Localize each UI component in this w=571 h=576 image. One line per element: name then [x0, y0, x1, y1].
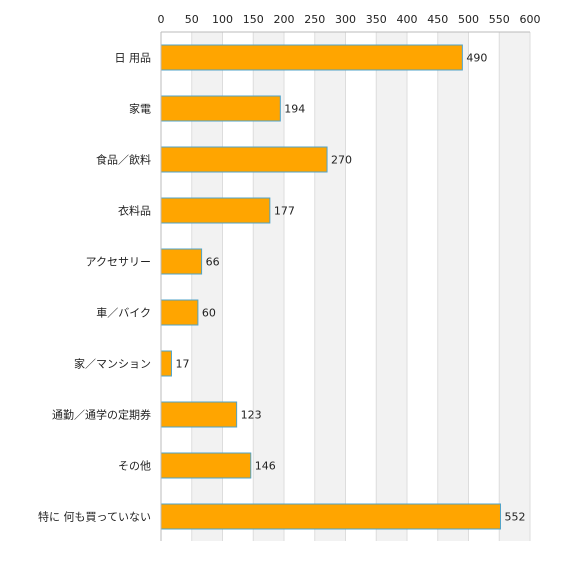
- bars: [160, 44, 501, 530]
- x-tick-label: 150: [243, 13, 264, 26]
- category-label: 食品／飲料: [96, 153, 151, 167]
- x-tick-label: 250: [304, 13, 325, 26]
- bar: [160, 452, 252, 479]
- category-label: アクセサリー: [86, 256, 151, 269]
- category-label: 通勤／通学の定期券: [52, 408, 151, 422]
- category-label: 家電: [129, 102, 151, 116]
- category-label: 家／マンション: [74, 357, 151, 371]
- background-band: [314, 32, 346, 541]
- x-tick-label: 400: [397, 13, 418, 26]
- category-label: 日 用品: [115, 52, 152, 65]
- data-label: 270: [331, 154, 352, 167]
- category-label: 車／バイク: [96, 306, 151, 320]
- data-label: 490: [466, 52, 487, 65]
- background-band: [437, 32, 469, 541]
- category-label: その他: [118, 460, 151, 473]
- background-band: [499, 32, 530, 541]
- category-label: 衣料品: [118, 204, 151, 218]
- bar: [160, 95, 281, 122]
- x-tick-label: 600: [520, 13, 541, 26]
- x-tick-label: 0: [158, 13, 165, 26]
- bar: [160, 299, 199, 326]
- data-label: 194: [284, 103, 305, 116]
- data-label: 177: [274, 205, 295, 218]
- bar: [160, 503, 501, 530]
- x-tick-label: 350: [366, 13, 387, 26]
- data-label: 552: [504, 511, 525, 524]
- data-label: 60: [202, 307, 216, 320]
- x-axis-ticks: 0 50 100 150 200 250 300 350 400 450 500 550 600: [158, 13, 541, 26]
- bar: [160, 248, 203, 275]
- category-label: 特に 何も買っていない: [38, 510, 151, 524]
- bar: [160, 401, 238, 428]
- bar: [160, 146, 328, 173]
- x-tick-label: 100: [212, 13, 233, 26]
- category-labels: 日 用品家電食品／飲料衣料品アクセサリー車／バイク家／マンション通勤／通学の定期…: [38, 52, 151, 524]
- x-tick-label: 50: [185, 13, 199, 26]
- data-label: 66: [206, 256, 220, 269]
- data-labels: 490 194 270 177 66 60 17 123 146 552: [175, 52, 525, 524]
- data-label: 146: [255, 460, 276, 473]
- x-tick-label: 550: [489, 13, 510, 26]
- axes: [160, 31, 530, 541]
- x-tick-label: 450: [427, 13, 448, 26]
- x-tick-label: 300: [335, 13, 356, 26]
- data-label: 17: [175, 358, 189, 371]
- background-band: [376, 32, 407, 541]
- x-tick-label: 500: [458, 13, 479, 26]
- x-tick-label: 200: [274, 13, 295, 26]
- data-label: 123: [241, 409, 262, 422]
- bar: [160, 197, 271, 224]
- bar: [160, 350, 172, 377]
- bar: [160, 44, 463, 71]
